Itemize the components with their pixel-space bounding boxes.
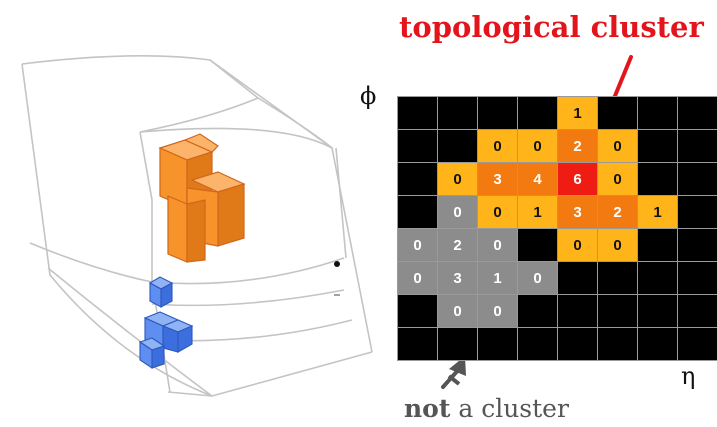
grid-cell-empty: [638, 229, 677, 261]
grid-cell-value: 0: [478, 130, 517, 162]
grid-cell-value: 0: [598, 163, 637, 195]
grid-cell-empty: [598, 328, 637, 360]
grid-cell-value: 0: [478, 295, 517, 327]
grid-cell-empty: [518, 328, 557, 360]
grid-cell-value: 0: [518, 262, 557, 294]
grid-cell-value: 2: [598, 196, 637, 228]
grid-cell-empty: [638, 97, 677, 129]
grid-cell-value: 0: [518, 130, 557, 162]
grid-cell-value: 1: [478, 262, 517, 294]
grid-cell-empty: [558, 295, 597, 327]
grid-cell-value: 0: [598, 229, 637, 261]
grid-cell-empty: [598, 295, 637, 327]
not-cluster-arrow: [441, 356, 466, 389]
grid-cell-value: 0: [438, 163, 477, 195]
grid-cell-value: 3: [558, 196, 597, 228]
grid-cell-empty: [398, 163, 437, 195]
not-cluster-rest: a cluster: [450, 394, 569, 423]
grid-cell-value: 3: [438, 262, 477, 294]
grid-cell-value: 0: [478, 196, 517, 228]
grid-cell-value: 4: [518, 163, 557, 195]
grid-cell-empty: [398, 196, 437, 228]
grid-cell-empty: [558, 328, 597, 360]
grid-cell-empty: [678, 328, 717, 360]
cluster-title: topological cluster: [399, 10, 704, 44]
grid-cell-value: 0: [438, 196, 477, 228]
grid-cell-value: 0: [558, 229, 597, 261]
grid-cell-empty: [398, 328, 437, 360]
grid-cell-value: 0: [598, 130, 637, 162]
grid-cell-value: 1: [638, 196, 677, 228]
grid-cell-empty: [598, 262, 637, 294]
grid-cell-empty: [478, 97, 517, 129]
not-cluster-caption: not a cluster: [404, 394, 569, 423]
grid-cell-empty: [638, 163, 677, 195]
grid-cell-value: 1: [558, 97, 597, 129]
eta-axis-label: η: [681, 362, 696, 390]
grid-cell-empty: [678, 196, 717, 228]
grid-cell-value: 0: [438, 295, 477, 327]
blue-blocks: [138, 276, 194, 370]
grid-cell-empty: [678, 262, 717, 294]
marker-dot: [334, 261, 340, 267]
not-cluster-bold: not: [404, 394, 451, 423]
grid-cell-empty: [438, 328, 477, 360]
grid-cell-empty: [398, 97, 437, 129]
grid-cell-empty: [438, 97, 477, 129]
grid-cell-empty: [678, 163, 717, 195]
grid-cell-empty: [678, 295, 717, 327]
grid-cell-empty: [518, 229, 557, 261]
grid-cell-empty: [478, 328, 517, 360]
grid-cell-empty: [598, 97, 637, 129]
orange-cluster-blocks: [158, 133, 246, 263]
grid-cell-empty: [438, 130, 477, 162]
grid-cell-empty: [558, 262, 597, 294]
grid-cell-value: 2: [558, 130, 597, 162]
grid-cell-empty: [518, 97, 557, 129]
grid-cell-value: 2: [438, 229, 477, 261]
grid-cell-value: 1: [518, 196, 557, 228]
grid-cell-empty: [678, 97, 717, 129]
grid-cell-empty: [678, 229, 717, 261]
grid-cell-empty: [638, 328, 677, 360]
grid-cell-value: 0: [398, 229, 437, 261]
grid-cell-empty: [638, 262, 677, 294]
grid-cell-value: 0: [398, 262, 437, 294]
grid-cell-empty: [638, 130, 677, 162]
grid-cell-value: 0: [478, 229, 517, 261]
grid-cell-empty: [678, 130, 717, 162]
grid-cell-value: 6: [558, 163, 597, 195]
phi-axis-label: ϕ: [360, 82, 377, 110]
grid-cell-value: 3: [478, 163, 517, 195]
grid-cell-empty: [638, 295, 677, 327]
grid-cell-empty: [518, 295, 557, 327]
grid-cell-empty: [398, 130, 437, 162]
grid-cell-empty: [398, 295, 437, 327]
